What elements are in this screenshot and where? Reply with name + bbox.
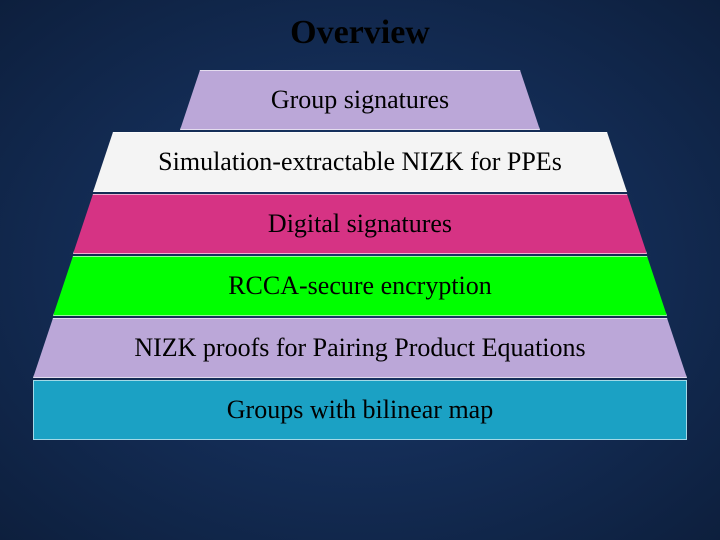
layer-5: Groups with bilinear map	[33, 380, 687, 440]
layer-3: RCCA-secure encryption	[53, 256, 667, 316]
layer-wrap-2: Digital signatures	[0, 194, 720, 254]
layer-1: Simulation-extractable NIZK for PPEs	[93, 132, 627, 192]
layer-label-4: NIZK proofs for Pairing Product Equation…	[134, 333, 585, 363]
layer-4: NIZK proofs for Pairing Product Equation…	[33, 318, 687, 378]
layer-wrap-1: Simulation-extractable NIZK for PPEs	[0, 132, 720, 192]
layer-wrap-5: Groups with bilinear map	[0, 380, 720, 440]
layer-label-2: Digital signatures	[268, 209, 452, 239]
layer-2: Digital signatures	[73, 194, 647, 254]
layer-wrap-4: NIZK proofs for Pairing Product Equation…	[0, 318, 720, 378]
layer-label-5: Groups with bilinear map	[227, 395, 493, 425]
page-title: Overview	[0, 0, 720, 70]
layer-stack: Group signatures Simulation-extractable N…	[0, 70, 720, 490]
layer-wrap-3: RCCA-secure encryption	[0, 256, 720, 316]
layer-wrap-0: Group signatures	[0, 70, 720, 130]
layer-label-1: Simulation-extractable NIZK for PPEs	[158, 147, 562, 177]
layer-0: Group signatures	[180, 70, 540, 130]
layer-label-0: Group signatures	[271, 85, 449, 115]
layer-label-3: RCCA-secure encryption	[228, 271, 492, 301]
